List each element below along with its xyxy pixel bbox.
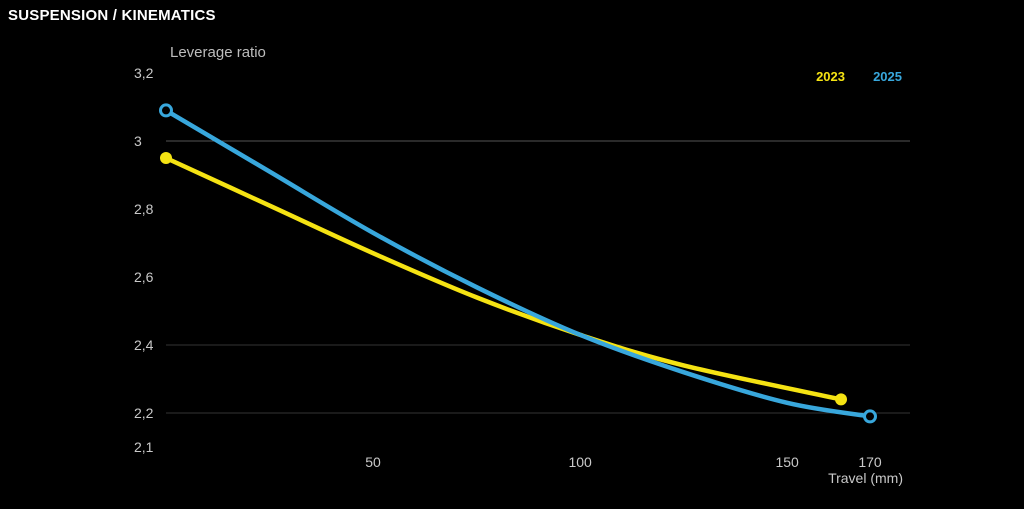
x-tick-label: 50 bbox=[365, 454, 381, 470]
y-tick-label: 2,6 bbox=[134, 269, 154, 285]
x-axis-label: Travel (mm) bbox=[828, 470, 903, 486]
x-tick-label: 150 bbox=[775, 454, 799, 470]
x-tick-label: 170 bbox=[858, 454, 882, 470]
y-tick-label: 2,2 bbox=[134, 405, 154, 421]
series-point-2025-end bbox=[863, 409, 877, 424]
y-tick-label: 2,4 bbox=[134, 337, 154, 353]
series-line-2023 bbox=[163, 155, 844, 402]
x-tick-label: 100 bbox=[568, 454, 592, 470]
y-tick-label: 3 bbox=[134, 133, 142, 149]
series-line-2025 bbox=[163, 108, 873, 419]
legend-item-2025: 2025 bbox=[873, 69, 902, 84]
y-axis-label: Leverage ratio bbox=[170, 44, 266, 61]
page-title: SUSPENSION / KINEMATICS bbox=[8, 7, 216, 24]
series-point-2023-start bbox=[160, 152, 172, 164]
series-point-2023-end bbox=[835, 393, 848, 406]
series-point-2025-start bbox=[159, 103, 173, 118]
y-tick-label: 2,1 bbox=[134, 439, 154, 455]
legend-item-2023: 2023 bbox=[816, 69, 845, 84]
y-tick-label: 3,2 bbox=[134, 65, 154, 81]
y-tick-label: 2,8 bbox=[134, 201, 154, 217]
